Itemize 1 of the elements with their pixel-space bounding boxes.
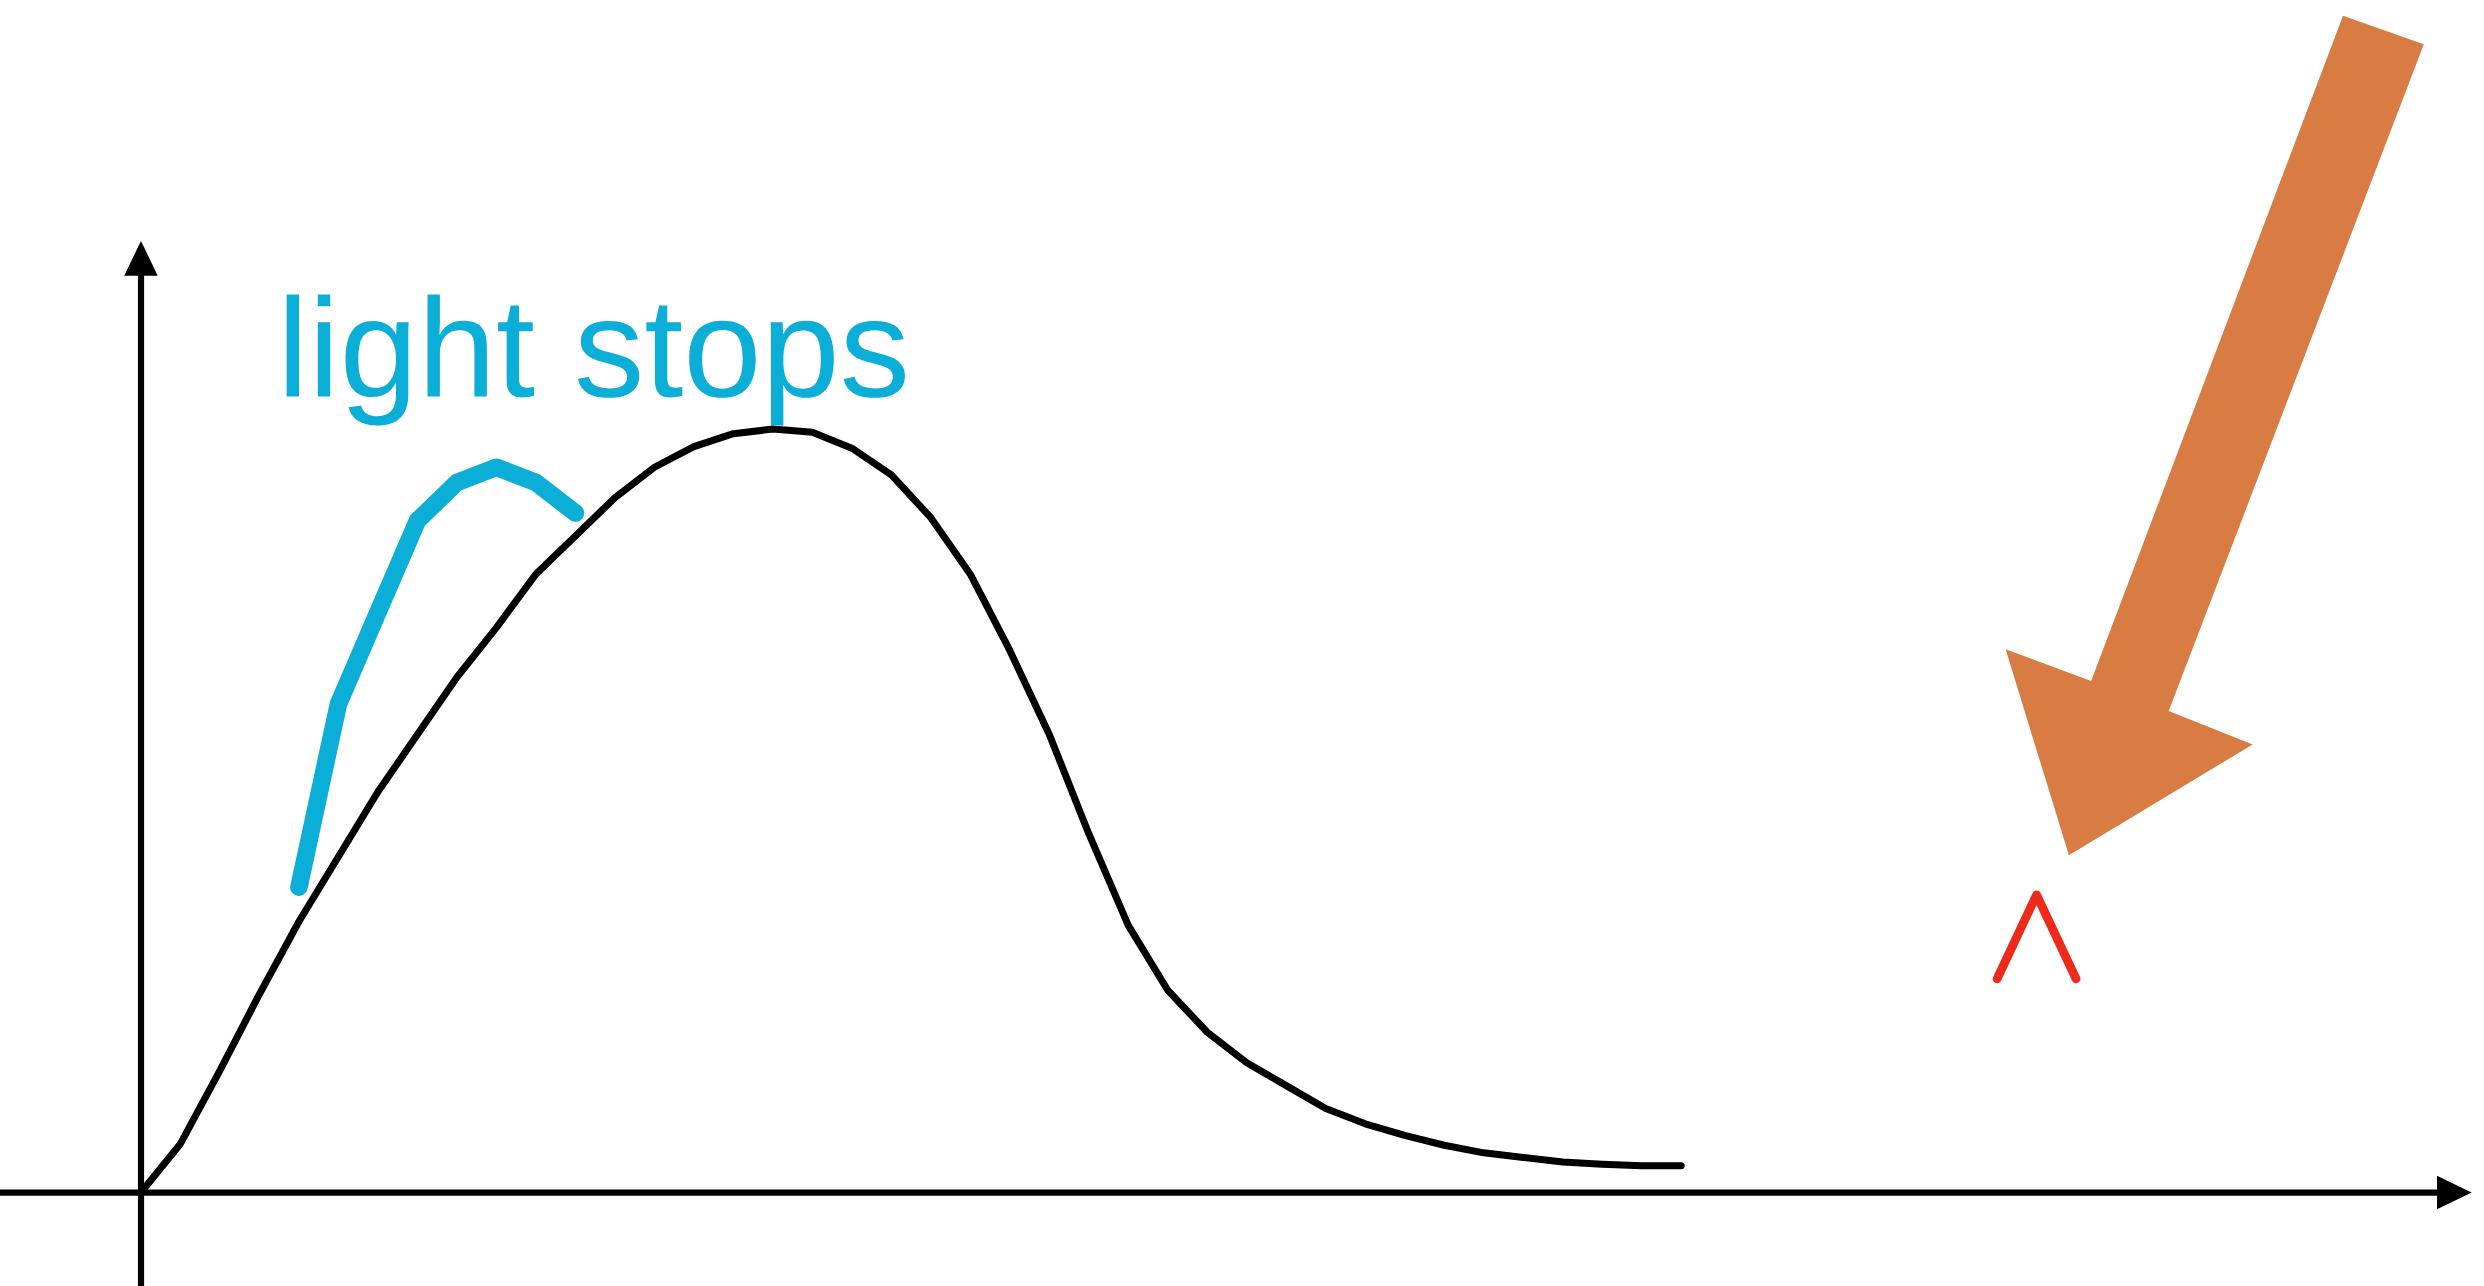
text: light stops <box>286 294 905 426</box>
